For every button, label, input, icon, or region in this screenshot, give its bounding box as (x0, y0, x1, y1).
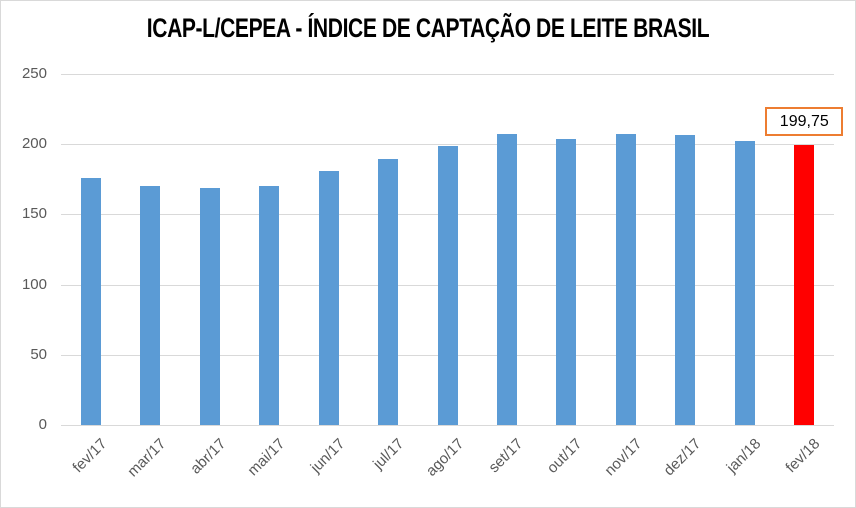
bar-dez-17 (675, 135, 696, 425)
bar-out-17 (556, 139, 577, 425)
data-label-box: 199,75 (765, 106, 844, 136)
gridline-200 (61, 144, 834, 146)
y-axis-tick-label-200: 200 (21, 135, 47, 153)
y-axis-tick-label-0: 0 (38, 416, 47, 433)
bar-jan-18 (734, 140, 755, 425)
bar-jun-17 (318, 170, 339, 425)
bar-fev-17 (80, 177, 101, 425)
bar-mar-17 (140, 186, 161, 425)
chart-title: ICAP-L/CEPEA - ÍNDICE DE CAPTAÇÃO DE LEI… (146, 13, 710, 43)
y-axis-tick-label-50: 50 (30, 345, 47, 363)
bar-set-17 (496, 133, 517, 425)
y-axis-tick-label-150: 150 (21, 205, 47, 223)
bar-mai-17 (259, 186, 280, 425)
y-axis-tick-label-250: 250 (21, 65, 47, 82)
bar-nov-17 (615, 134, 636, 425)
y-axis-tick-label-100: 100 (21, 275, 47, 293)
bar-abr-17 (199, 188, 220, 425)
bar-fev-18 (794, 144, 815, 425)
bar-jul-17 (378, 158, 399, 425)
gridline-0 (61, 425, 834, 426)
bar-ago-17 (437, 145, 458, 425)
gridline-250 (61, 74, 834, 75)
